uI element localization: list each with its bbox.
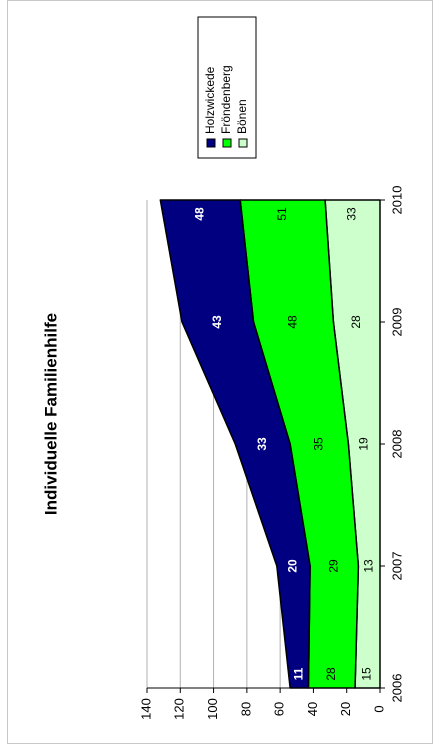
data-label: 15 <box>360 667 374 681</box>
value-tick-label: 20 <box>338 702 353 716</box>
legend-label: Bönen <box>235 99 249 134</box>
data-label: 13 <box>361 559 375 573</box>
chart-frame <box>7 0 433 744</box>
value-tick-label: 60 <box>272 702 287 716</box>
data-label: 51 <box>275 207 289 221</box>
category-tick-label: 2009 <box>389 308 404 337</box>
data-label: 19 <box>356 437 370 451</box>
category-tick-label: 2007 <box>389 552 404 581</box>
chart-title: Individuelle Familienhilfe <box>41 313 60 515</box>
category-tick-label: 2010 <box>389 186 404 215</box>
value-tick-label: 0 <box>371 705 386 712</box>
data-label: 11 <box>291 667 305 680</box>
value-tick-label: 80 <box>238 702 253 716</box>
data-label: 29 <box>326 559 340 573</box>
legend-swatch <box>238 138 248 148</box>
area-holzwickede <box>159 199 311 689</box>
legend-box <box>197 16 257 159</box>
value-tick-label: 40 <box>305 702 320 716</box>
legend-swatch <box>206 138 216 148</box>
data-label: 35 <box>311 437 325 451</box>
data-label: 48 <box>286 315 300 329</box>
value-tick-label: 120 <box>172 698 187 720</box>
value-tick-label: 100 <box>205 698 220 720</box>
data-label: 33 <box>345 207 359 221</box>
data-label: 48 <box>192 207 206 221</box>
legend-label: Fröndenberg <box>219 65 233 134</box>
category-tick-label: 2006 <box>389 674 404 703</box>
data-label: 43 <box>210 315 224 329</box>
legend-swatch <box>222 138 232 148</box>
category-tick-label: 2008 <box>389 430 404 459</box>
data-label: 33 <box>255 437 269 451</box>
data-label: 20 <box>286 559 300 573</box>
legend-label: Holzwickede <box>203 66 217 134</box>
data-label: 28 <box>349 315 363 329</box>
value-tick-label: 140 <box>138 698 153 720</box>
data-label: 28 <box>324 667 338 681</box>
